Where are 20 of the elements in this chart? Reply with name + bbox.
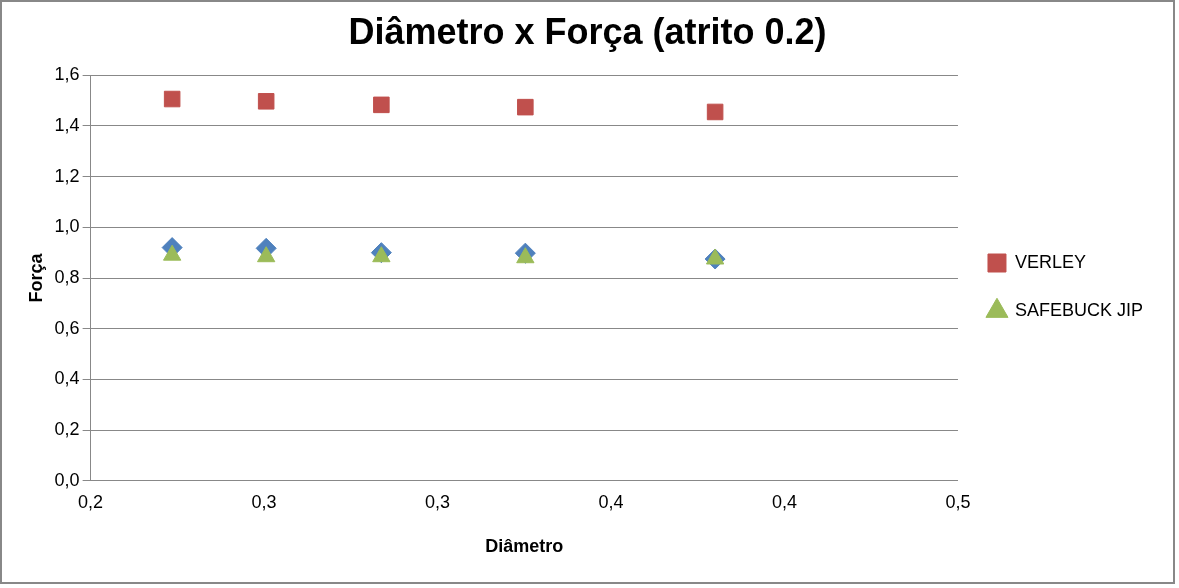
x-tick-label: 0,4 [598, 491, 624, 512]
y-tick-label: 1,0 [54, 216, 80, 237]
y-tick-label: 0,2 [54, 419, 80, 440]
y-tick-label: 0,8 [54, 266, 80, 287]
x-tick-label: 0,2 [78, 491, 104, 512]
y-tick-label: 0,4 [54, 368, 80, 389]
y-tick-label: 1,6 [54, 64, 80, 85]
x-tick-label: 0,3 [251, 491, 277, 512]
y-tick-label: 1,2 [54, 165, 80, 186]
x-axis-title: Diâmetro [485, 536, 564, 557]
legend-label: VERLEY [1014, 251, 1087, 272]
y-tick-label: 1,4 [54, 114, 80, 135]
x-tick-label: 0,3 [425, 491, 451, 512]
y-tick-label: 0,6 [54, 317, 80, 338]
legend-label: SAFEBUCK JIP [1014, 299, 1143, 320]
y-tick-label: 0,0 [54, 469, 80, 490]
x-tick-label: 0,5 [945, 491, 971, 512]
x-tick-label: 0,4 [771, 491, 798, 512]
y-axis-title: Força [25, 252, 46, 303]
chart-title: Diâmetro x Força (atrito 0.2) [348, 10, 827, 52]
